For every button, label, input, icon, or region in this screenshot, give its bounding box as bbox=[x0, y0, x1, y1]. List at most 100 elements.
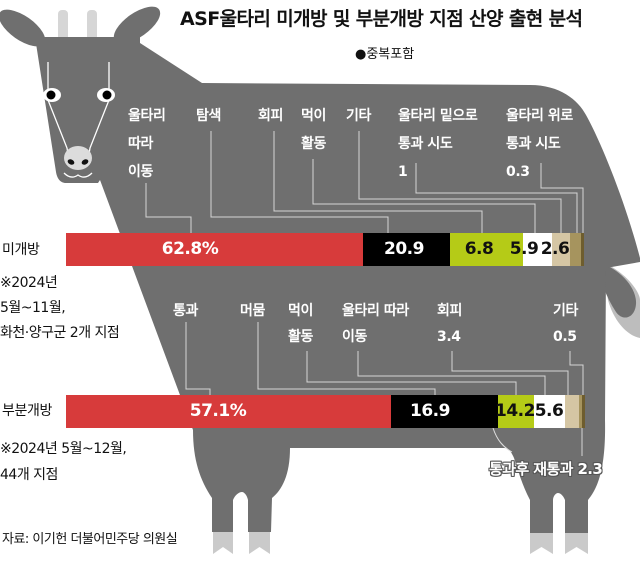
leader-line bbox=[273, 131, 483, 233]
label-line: 탐색 bbox=[196, 108, 221, 124]
left-pupil-icon bbox=[46, 90, 56, 100]
category-label-stay: 머뭄 bbox=[240, 298, 265, 324]
leader-line bbox=[306, 351, 517, 395]
right-pupil-icon bbox=[102, 90, 112, 100]
left-ear-icon bbox=[0, 9, 46, 47]
bar-segment-explore bbox=[363, 233, 450, 266]
label-line: 이동 bbox=[128, 164, 153, 180]
leader-line bbox=[312, 159, 536, 233]
leader-line bbox=[415, 163, 578, 233]
row-label-unopened: 미개방 bbox=[2, 242, 40, 258]
label-line: 먹이 bbox=[301, 108, 326, 124]
hoof-icon bbox=[530, 533, 553, 554]
category-label-feeding: 먹이 활동 bbox=[288, 298, 313, 350]
leader-line bbox=[357, 351, 546, 395]
category-label-under-fence: 울타리 밑으로 통과 시도 1 bbox=[398, 102, 478, 186]
bar-segment-avoid bbox=[565, 395, 579, 428]
label-line: 울타리 위로 bbox=[506, 108, 573, 124]
chart-subtitle: ●중복포함 bbox=[355, 47, 415, 62]
row-label-partially-opened: 부분개방 bbox=[2, 403, 52, 419]
category-label-pass: 통과 bbox=[173, 298, 198, 324]
bar-value: 14.2 bbox=[495, 401, 535, 421]
bar-value: 16.9 bbox=[410, 401, 450, 421]
note-line: 44개 지점 bbox=[0, 467, 58, 483]
bar-segment-stay bbox=[391, 395, 498, 428]
leader-line bbox=[185, 322, 211, 395]
category-label-other: 기타 0.5 bbox=[553, 298, 578, 350]
label-line: 울타리 bbox=[128, 108, 166, 124]
hoof-icon bbox=[213, 532, 233, 554]
bar-segment-repass bbox=[579, 395, 582, 428]
label-line: 활동 bbox=[288, 329, 313, 345]
note-line: 화천·양구군 2개 지점 bbox=[0, 325, 120, 341]
leader-line bbox=[257, 322, 436, 395]
belly-outline bbox=[492, 427, 513, 453]
label-line: 0.3 bbox=[506, 164, 530, 180]
bar-value: 57.1% bbox=[189, 401, 247, 421]
callout-repass-label: 통과후 재통과 2.3 bbox=[489, 460, 603, 478]
category-label-fence-follow: 울타리 따라 이동 bbox=[128, 102, 166, 186]
note-line: 5월~11월, bbox=[0, 300, 66, 316]
bar-segment-under-fence bbox=[570, 233, 581, 266]
category-label-other: 기타 bbox=[346, 102, 371, 130]
label-line: 1 bbox=[398, 164, 408, 180]
source-credit: 자료: 이기헌 더불어민주당 의원실 bbox=[2, 532, 178, 547]
category-label-avoid: 회피 bbox=[258, 102, 283, 130]
note-line: ※2024년 5월~12월, bbox=[0, 441, 127, 457]
leader-line bbox=[358, 131, 562, 233]
leader-line bbox=[145, 183, 192, 233]
label-line: 활동 bbox=[301, 136, 326, 152]
hoof-icon bbox=[249, 532, 270, 554]
label-line: 울타리 밑으로 bbox=[398, 108, 478, 124]
bar-value: 2.6 bbox=[540, 239, 570, 259]
category-label-avoid: 회피 3.4 bbox=[437, 298, 462, 350]
face-line-right bbox=[88, 62, 110, 155]
row-note-unopened: ※2024년 5월~11월, 화천·양구군 2개 지점 bbox=[0, 271, 120, 346]
label-line: 0.5 bbox=[553, 329, 577, 345]
bar-value: 62.8% bbox=[161, 239, 219, 259]
bar-value: 5.9 bbox=[509, 239, 539, 259]
label-line: 따라 bbox=[128, 136, 153, 152]
label-line: 울타리 따라 bbox=[342, 303, 409, 319]
label-line: 통과 bbox=[173, 303, 198, 319]
label-line: 통과 시도 bbox=[506, 136, 561, 152]
bar-segment-feeding bbox=[498, 395, 534, 428]
bar-segment-over-fence bbox=[581, 233, 584, 266]
mouth-icon bbox=[63, 172, 93, 178]
bar-segment-fence-follow bbox=[66, 233, 363, 266]
label-line: 머뭄 bbox=[240, 303, 265, 319]
row-note-partially-opened: ※2024년 5월~12월, 44개 지점 bbox=[0, 436, 127, 488]
leader-line bbox=[210, 131, 389, 233]
label-line: 기타 bbox=[346, 108, 371, 124]
leader-line bbox=[569, 351, 584, 395]
bar-value: 5.6 bbox=[534, 401, 564, 421]
nostril-icon bbox=[67, 159, 75, 165]
bar-segment-other bbox=[552, 233, 570, 266]
bar-segment-other bbox=[582, 395, 585, 428]
note-line: ※2024년 bbox=[0, 275, 58, 291]
nostril-icon bbox=[81, 159, 89, 165]
category-label-over-fence: 울타리 위로 통과 시도 0.3 bbox=[506, 102, 573, 186]
hoof-icon bbox=[565, 533, 588, 554]
bar-value: 6.8 bbox=[464, 239, 494, 259]
stacked-bar-unopened: 62.8% 20.9 6.8 5.9 2.6 bbox=[0, 233, 640, 266]
category-label-feeding: 먹이 활동 bbox=[301, 102, 326, 158]
bar-segment-pass bbox=[66, 395, 391, 428]
bar-value: 20.9 bbox=[384, 239, 424, 259]
label-line: 통과 시도 bbox=[398, 136, 453, 152]
leader-line bbox=[451, 351, 569, 395]
bar-segment-avoid bbox=[450, 233, 523, 266]
label-line: 회피 bbox=[258, 108, 283, 124]
bar-segment-fence-follow bbox=[534, 395, 565, 428]
category-label-fence-follow: 울타리 따라 이동 bbox=[342, 298, 409, 350]
label-line: 먹이 bbox=[288, 303, 313, 319]
label-line: 기타 bbox=[553, 303, 578, 319]
category-label-explore: 탐색 bbox=[196, 102, 221, 130]
right-ear-icon bbox=[113, 6, 161, 44]
bar-segment-feeding bbox=[523, 233, 552, 266]
label-line: 회피 bbox=[437, 303, 462, 319]
stacked-bar-partially-opened: 57.1% 16.9 14.2 5.6 bbox=[0, 395, 640, 428]
tail-icon bbox=[597, 262, 637, 318]
label-line: 3.4 bbox=[437, 329, 461, 345]
